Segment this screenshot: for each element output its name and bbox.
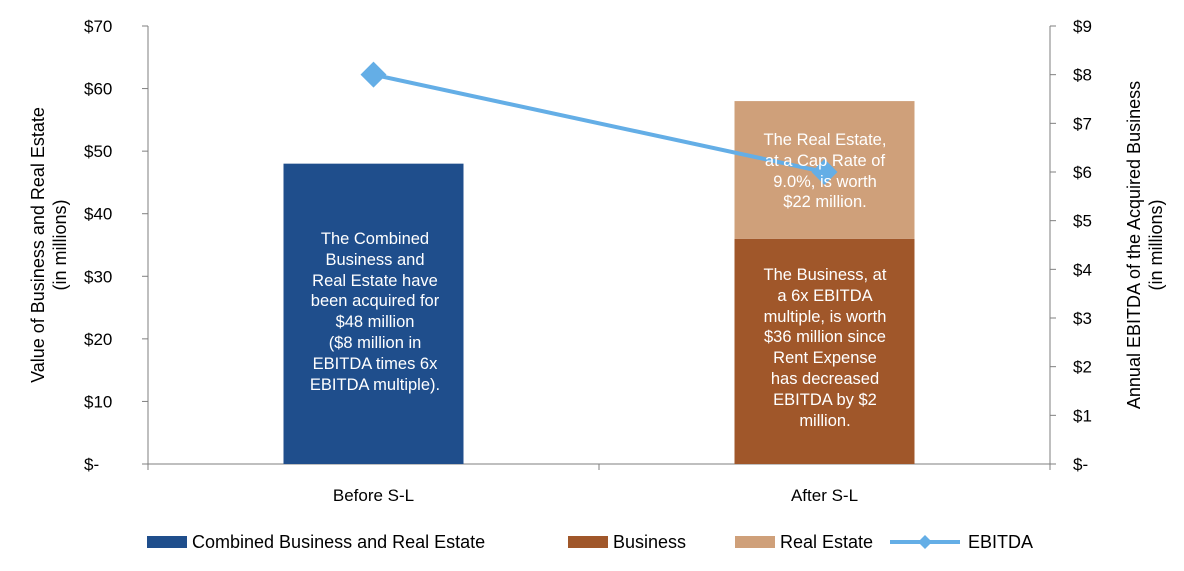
y2-tick-label: $4	[1073, 260, 1092, 279]
x-tick-label: After S-L	[791, 486, 858, 505]
ebitda-point	[360, 61, 387, 88]
legend-swatch-real-estate	[735, 536, 775, 548]
y-tick-label: $50	[84, 142, 112, 161]
y2-axis-subtitle: (in millions)	[1146, 199, 1166, 290]
legend-swatch-combined-business-and-real-estate	[147, 536, 187, 548]
y2-tick-label: $2	[1073, 358, 1092, 377]
legend-label-real-estate: Real Estate	[780, 532, 873, 552]
annotation-real-estate: The Real Estate, at a Cap Rate of 9.0%, …	[763, 131, 887, 212]
y2-tick-label: $3	[1073, 309, 1092, 328]
legend-label-ebitda: EBITDA	[968, 532, 1033, 552]
bar-business	[734, 238, 915, 464]
ebitda-line-path	[373, 72, 825, 174]
y2-tick-label: $1	[1073, 406, 1092, 425]
ebitda-line	[360, 61, 838, 185]
x-tick-label: Before S-L	[333, 486, 414, 505]
y2-tick-label: $6	[1073, 163, 1092, 182]
bar-combined-business-and-real-estate	[283, 163, 464, 464]
legend-marker-ebitda	[918, 535, 932, 549]
bars	[283, 101, 915, 464]
tick-labels: $- $10 $20 $30 $40 $50 $60 $70 $- $1 $2 $3 $4 $5 $6 $7 $…	[84, 17, 1092, 505]
y-tick-label: $40	[84, 205, 112, 224]
y2-axis-title: Annual EBITDA of the Acquired Business	[1124, 81, 1144, 409]
y2-tick-label: $5	[1073, 212, 1092, 231]
y-tick-label: $30	[84, 267, 112, 286]
legend: Combined Business and Real Estate Busines…	[147, 532, 1033, 552]
y-axis-subtitle: (in millions)	[50, 199, 70, 290]
y2-tick-label: $7	[1073, 114, 1092, 133]
y-tick-label: $10	[84, 392, 112, 411]
y-tick-label: $20	[84, 330, 112, 349]
y-tick-label: $60	[84, 80, 112, 99]
ebitda-point	[811, 159, 838, 185]
y-tick-label: $70	[84, 17, 112, 36]
legend-swatch-business	[568, 536, 608, 548]
y2-tick-label: $-	[1073, 455, 1088, 474]
legend-label-business: Business	[613, 532, 686, 552]
axes	[142, 25, 1056, 470]
y-tick-label: $-	[84, 455, 99, 474]
y-axis-title: Value of Business and Real Estate	[28, 107, 48, 383]
annotation-business: The Business, at a 6x EBITDA multiple, i…	[763, 266, 887, 430]
y2-tick-label: $9	[1073, 17, 1092, 36]
annotation-combined: The Combined Business and Real Estate ha…	[309, 230, 441, 394]
legend-label-combined-business-and-real-estate: Combined Business and Real Estate	[192, 532, 485, 552]
y2-tick-label: $8	[1073, 66, 1092, 85]
